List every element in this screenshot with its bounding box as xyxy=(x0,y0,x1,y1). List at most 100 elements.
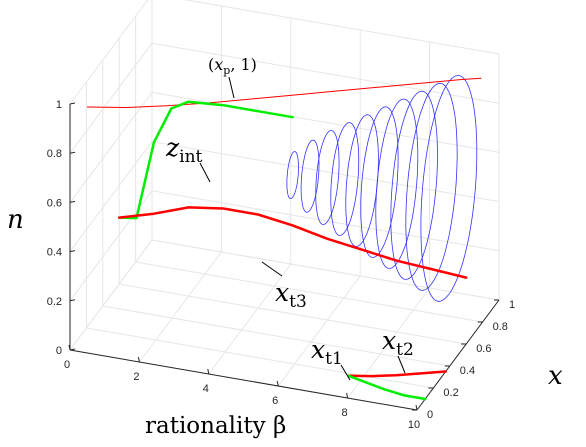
grid xyxy=(69,0,500,411)
z-tick-label: 0.4 xyxy=(47,247,62,259)
y-tick-label: 0.8 xyxy=(493,321,508,333)
floor-grid-line xyxy=(277,275,361,387)
floor-grid-line xyxy=(135,261,483,323)
annotation-xt3-sub: t3 xyxy=(289,292,307,312)
series-curve-red xyxy=(347,370,447,378)
annotation-leader-xp1 xyxy=(228,76,235,99)
y-tick-label: 1 xyxy=(509,299,515,311)
back-grid-line xyxy=(183,0,500,55)
y-axis-label: x xyxy=(548,361,563,391)
y-tick-label: 0.6 xyxy=(476,343,491,355)
side-grid-line xyxy=(69,141,153,252)
x-tick-label: 6 xyxy=(272,395,278,407)
annotation-xp1-sub: p xyxy=(223,64,230,77)
x-tick-mark xyxy=(137,356,140,363)
x-tick-mark xyxy=(346,392,349,399)
limit-cycle-loop xyxy=(330,122,360,236)
floor-grid-line xyxy=(138,251,222,363)
limit-cycle-loop xyxy=(286,151,299,199)
x-axis-label: rationality β xyxy=(145,413,286,439)
z-tick-label: 0.2 xyxy=(47,296,62,308)
z-axis-label: n xyxy=(7,205,24,235)
annotation-leader-xt2 xyxy=(397,355,406,374)
annotation-xt1-sub: t1 xyxy=(325,349,343,369)
series-curve-green xyxy=(117,100,294,220)
limit-cycle-loop xyxy=(300,139,320,213)
x-tick-label: 10 xyxy=(408,419,420,431)
annotation-xp1: (xp, 1) xyxy=(208,55,257,99)
floor-grid-line xyxy=(208,263,292,375)
y-axis-line xyxy=(416,299,500,411)
back-grid-line xyxy=(151,42,500,104)
limit-cycle-loop xyxy=(345,114,379,247)
axes xyxy=(68,102,500,411)
limit-cycle-loop xyxy=(360,106,399,258)
x-tick-label: 2 xyxy=(133,371,139,383)
z-tick-mark xyxy=(69,102,76,105)
annotation-zint-var: z xyxy=(165,133,180,162)
svg-text:xt1: xt1 xyxy=(311,335,343,369)
annotation-xt2-var: x xyxy=(382,326,396,355)
x-axis-line xyxy=(69,349,418,411)
annotation-xt2: xt2 xyxy=(382,326,414,374)
x-tick-mark xyxy=(276,380,279,387)
floor-grid-line xyxy=(86,327,434,389)
back-grid-line xyxy=(151,91,500,153)
z-tick-mark xyxy=(69,151,76,154)
series-curve-red xyxy=(117,206,468,279)
annotation-xt1: xt1 xyxy=(311,335,351,381)
svg-text:(xp, 1): (xp, 1) xyxy=(208,55,257,77)
side-grid-line xyxy=(69,92,153,203)
annotation-leader-zint xyxy=(199,162,211,183)
x-tick-mark xyxy=(207,368,210,375)
z-tick-label: 0.6 xyxy=(47,197,62,209)
annotation-leader-xt3 xyxy=(261,261,283,277)
x-tick-label: 8 xyxy=(342,407,348,419)
annotation-xt1-var: x xyxy=(311,335,325,364)
floor-grid-line xyxy=(102,305,450,367)
floor-grid-line xyxy=(119,283,467,345)
annotation-zint: zint xyxy=(165,133,211,183)
annotations: (xp, 1) zint xt3 xt1 xt2 xyxy=(165,55,414,381)
svg-text:zint: zint xyxy=(165,133,203,167)
series xyxy=(86,77,482,401)
side-grid-line xyxy=(69,239,153,351)
annotation-xp1-tail: , 1) xyxy=(230,55,257,74)
limit-cycle-loop xyxy=(405,82,458,291)
back-grid-line xyxy=(151,141,500,203)
annotation-zint-sub: int xyxy=(179,147,202,167)
y-tick-label: 0.2 xyxy=(443,387,458,399)
y-tick-label: 0 xyxy=(427,409,433,421)
x-tick-label: 4 xyxy=(203,383,209,395)
series-curve-green xyxy=(347,374,427,401)
z-tick-mark xyxy=(69,200,76,203)
limit-cycle-loop xyxy=(315,129,340,225)
z-tick-label: 0.8 xyxy=(47,148,62,160)
limit-cycle-loop xyxy=(390,90,438,280)
annotation-xp1-var: x xyxy=(214,55,223,74)
annotation-leader-xt1 xyxy=(340,364,351,381)
z-tick-label: 0 xyxy=(56,345,62,357)
x-tick-mark xyxy=(415,404,418,411)
svg-text:xt3: xt3 xyxy=(275,278,307,312)
z-tick-mark xyxy=(69,299,76,302)
z-tick-mark xyxy=(69,250,76,253)
svg-text:xt2: xt2 xyxy=(382,326,414,360)
z-tick-label: 1 xyxy=(56,99,62,111)
series-curve-red xyxy=(86,77,482,108)
back-grid-line xyxy=(151,190,500,252)
side-grid-line xyxy=(69,42,153,154)
annotation-xt3-var: x xyxy=(275,278,289,307)
limit-cycle-surface xyxy=(286,74,478,302)
annotation-xt3: xt3 xyxy=(261,261,307,312)
annotation-xt2-sub: t2 xyxy=(396,340,414,360)
annotation-xp1-open: ( xyxy=(208,55,214,74)
y-tick-label: 0.4 xyxy=(460,365,475,377)
x-tick-mark xyxy=(68,344,71,351)
x-tick-label: 0 xyxy=(64,359,70,371)
back-grid-line xyxy=(151,239,500,301)
z-tick-mark xyxy=(69,348,76,351)
side-grid-line xyxy=(69,0,149,105)
